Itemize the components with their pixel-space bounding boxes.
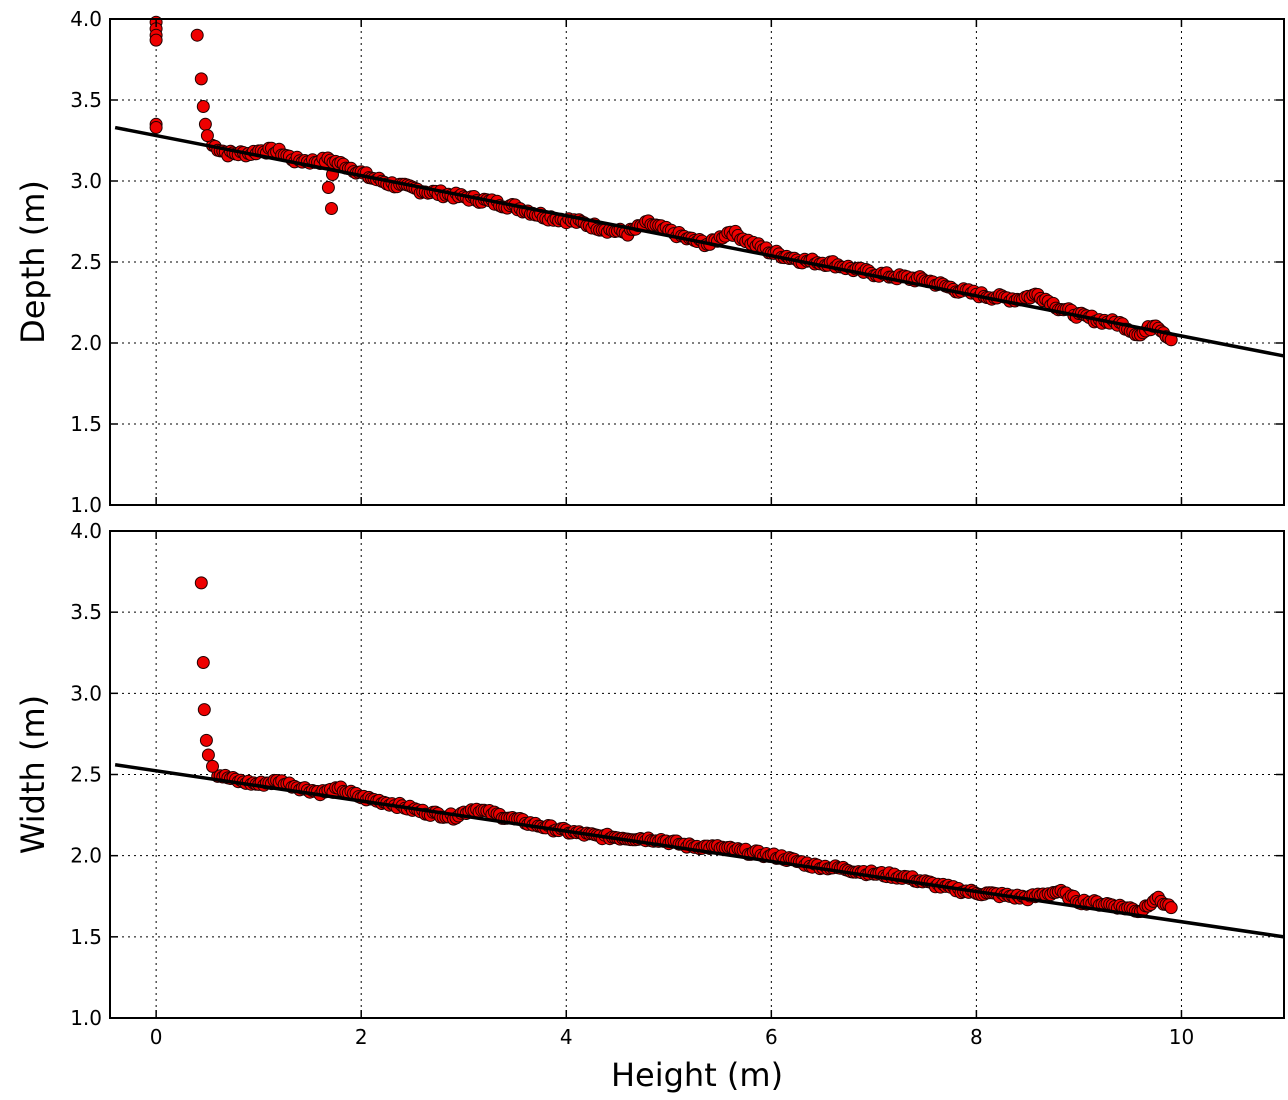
data-point: [199, 733, 213, 747]
data-point: [200, 129, 214, 143]
data-point: [197, 703, 211, 717]
y-tick-label: 1.5: [70, 925, 102, 949]
x-tick-label: 10: [1169, 1025, 1194, 1049]
fit-line: [114, 125, 1285, 358]
y-tick-label: 4.0: [70, 7, 102, 31]
data-point: [149, 121, 163, 134]
y-tick-label: 4.0: [70, 519, 102, 543]
data-point: [190, 28, 204, 42]
depth-panel: 1.0 1.5 2.0 2.5 3.0 3.5 4.0 Depth (m): [14, 7, 1285, 517]
data-point: [194, 576, 208, 590]
data-point: [196, 656, 210, 669]
x-tick-label: 4: [560, 1025, 573, 1049]
width-panel: 0 2 4 6 8 10 1.0 1.5 2.0 2.5 3.0 3.5 4.0 Width (m) Hei…: [14, 519, 1285, 1094]
data-point: [194, 72, 208, 86]
y-tick-label: 1.5: [70, 412, 102, 436]
data-point: [325, 202, 338, 215]
y-axis-label: Width (m): [14, 695, 52, 854]
x-tick-label: 8: [970, 1025, 983, 1049]
y-tick-label: 2.0: [70, 844, 102, 868]
data-point: [201, 748, 215, 762]
y-tick-label: 1.0: [70, 1006, 102, 1030]
y-tick-label: 3.5: [70, 600, 102, 624]
x-tick-label: 2: [355, 1025, 368, 1049]
y-axis-label: Depth (m): [14, 180, 52, 344]
y-tick-label: 2.5: [70, 763, 102, 787]
fit-line: [114, 763, 1285, 939]
y-tick-label: 3.0: [70, 681, 102, 705]
y-tick-label: 1.0: [70, 493, 102, 517]
data-point: [196, 100, 210, 113]
x-tick-label: 6: [765, 1025, 778, 1049]
y-tick-label: 3.5: [70, 88, 102, 112]
y-tick-label: 2.5: [70, 250, 102, 274]
data-point: [1164, 901, 1178, 915]
data-point: [198, 117, 212, 131]
y-tick-label: 3.0: [70, 169, 102, 193]
data-point: [206, 759, 219, 773]
y-tick-label: 2.0: [70, 331, 102, 355]
x-axis-label: Height (m): [611, 1056, 783, 1094]
data-point: [321, 181, 335, 194]
x-tick-label: 0: [150, 1025, 163, 1049]
data-point: [149, 33, 163, 47]
